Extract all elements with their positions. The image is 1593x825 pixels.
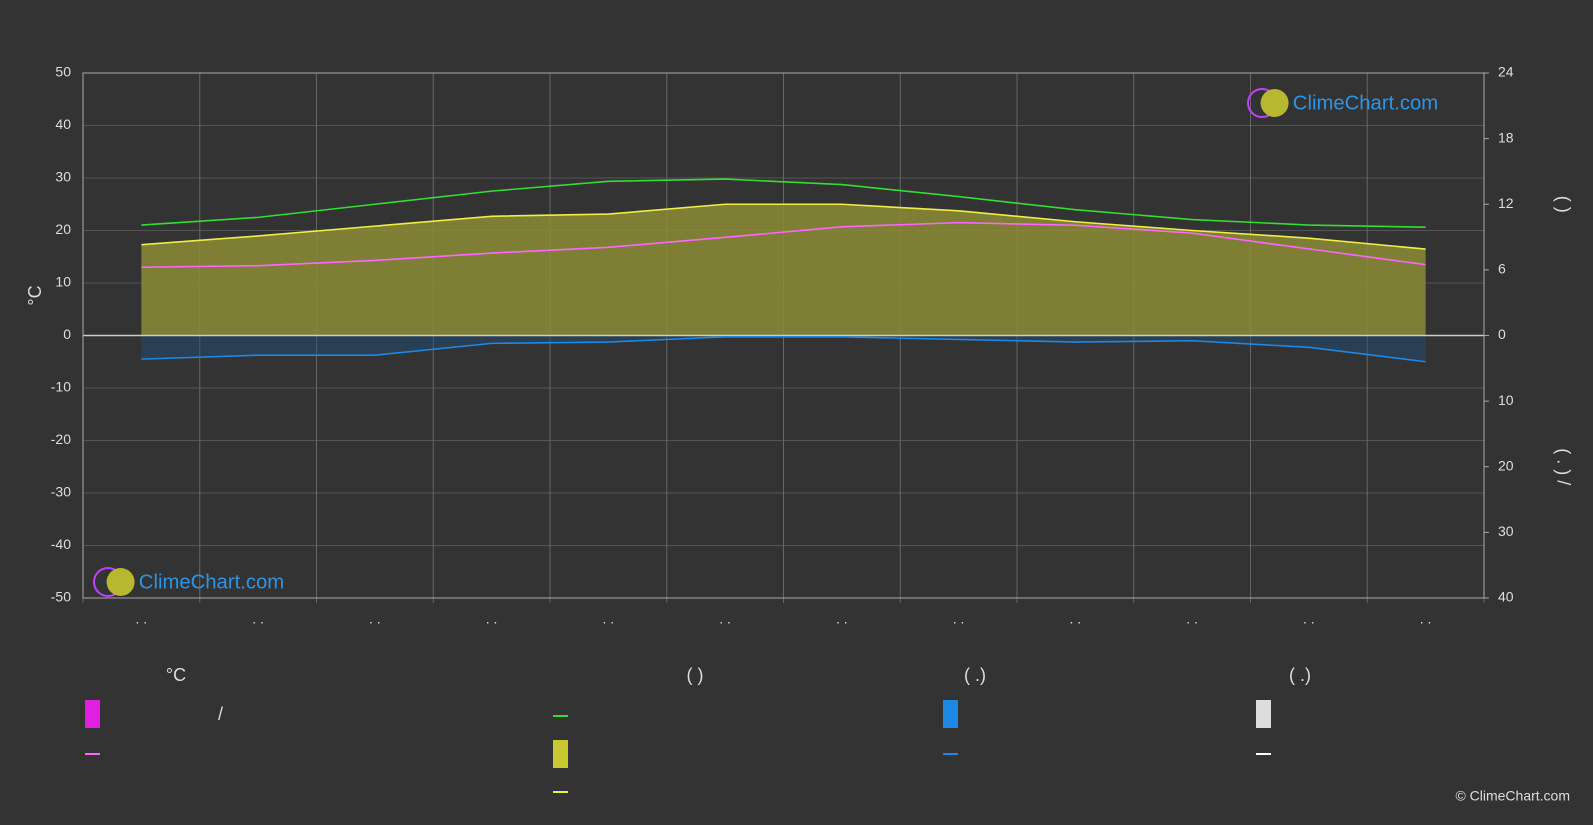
- legend-swatch: [1256, 700, 1271, 728]
- y-tick-label: 0: [63, 326, 71, 342]
- y3-axis-label: ( . ) /: [1553, 448, 1573, 485]
- watermark: ClimeChart.com: [139, 571, 284, 593]
- watermark: ClimeChart.com: [1293, 92, 1438, 114]
- x-tick-label: . .: [953, 611, 965, 627]
- legend-header: ( .): [1289, 665, 1311, 685]
- y2-axis-label: ( ): [1553, 196, 1573, 213]
- area: [141, 335, 1426, 362]
- series-line: [141, 221, 1426, 269]
- y3-tick-label: 40: [1498, 589, 1514, 605]
- legend-header: ( ): [687, 665, 704, 685]
- logo-sun: [1260, 89, 1289, 117]
- y2-tick-label: 0: [1498, 326, 1506, 342]
- x-tick-label: . .: [719, 611, 731, 627]
- x-tick-label: . .: [136, 611, 148, 627]
- y2-tick-label: 6: [1498, 261, 1506, 277]
- x-tick-label: . .: [486, 611, 498, 627]
- y-tick-label: -20: [51, 431, 71, 447]
- y-tick-label: -40: [51, 536, 71, 552]
- y2-tick-label: 12: [1498, 195, 1514, 211]
- y3-tick-label: 10: [1498, 392, 1514, 408]
- logo-sun: [106, 568, 135, 596]
- y-tick-label: 40: [55, 116, 71, 132]
- y-axis-label: °C: [25, 285, 45, 305]
- series-line: [141, 203, 1426, 250]
- legend-header: ( .): [964, 665, 986, 685]
- x-tick-label: . .: [252, 611, 264, 627]
- x-tick-label: . .: [369, 611, 381, 627]
- copyright: © ClimeChart.com: [1455, 788, 1570, 804]
- x-tick-label: . .: [603, 611, 615, 627]
- y3-tick-label: 30: [1498, 523, 1514, 539]
- legend-header: °C: [166, 665, 186, 685]
- y-tick-label: -30: [51, 484, 71, 500]
- y-tick-label: 50: [55, 64, 71, 80]
- y-tick-label: 20: [55, 221, 71, 237]
- series-line: [141, 336, 1426, 363]
- y2-tick-label: 24: [1498, 64, 1514, 80]
- y3-tick-label: 20: [1498, 457, 1514, 473]
- series-line: [141, 178, 1426, 229]
- y-tick-label: 30: [55, 169, 71, 185]
- x-tick-label: . .: [836, 611, 848, 627]
- x-tick-label: . .: [1303, 611, 1315, 627]
- x-tick-label: . .: [1420, 611, 1432, 627]
- y-tick-label: -50: [51, 589, 71, 605]
- y-tick-label: 10: [55, 274, 71, 290]
- area: [141, 204, 1426, 336]
- plot-frame: [82, 72, 1485, 599]
- legend-swatch: [553, 740, 568, 768]
- y-tick-label: -10: [51, 379, 71, 395]
- legend-swatch: [85, 700, 100, 728]
- x-tick-label: . .: [1186, 611, 1198, 627]
- legend-note: /: [218, 704, 223, 724]
- y2-tick-label: 18: [1498, 129, 1514, 145]
- x-tick-label: . .: [1070, 611, 1082, 627]
- legend-swatch: [943, 700, 958, 728]
